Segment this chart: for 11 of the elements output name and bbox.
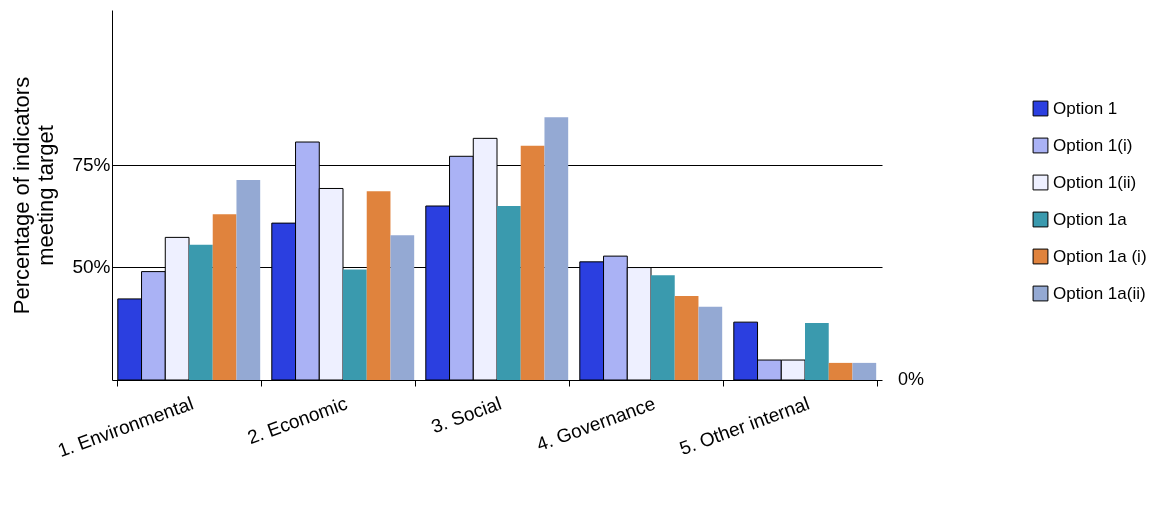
legend-label: Option 1: [1053, 98, 1118, 118]
text: 0%: [898, 369, 925, 389]
legend-label: Option 1a: [1053, 209, 1128, 229]
legend-label: Option 1(ii): [1053, 172, 1137, 192]
legend-label: Option 1a (i): [1053, 246, 1147, 266]
legend-label: Option 1(i): [1053, 135, 1133, 155]
legend-label: Option 1a(ii): [1053, 283, 1146, 303]
y-axis-title: Percentage of indicators meeting target: [9, 76, 59, 315]
x-tick-label: 3. Social: [428, 392, 504, 438]
y-tick-label: 50%: [72, 256, 111, 278]
y-tick-label: 75%: [72, 154, 111, 176]
